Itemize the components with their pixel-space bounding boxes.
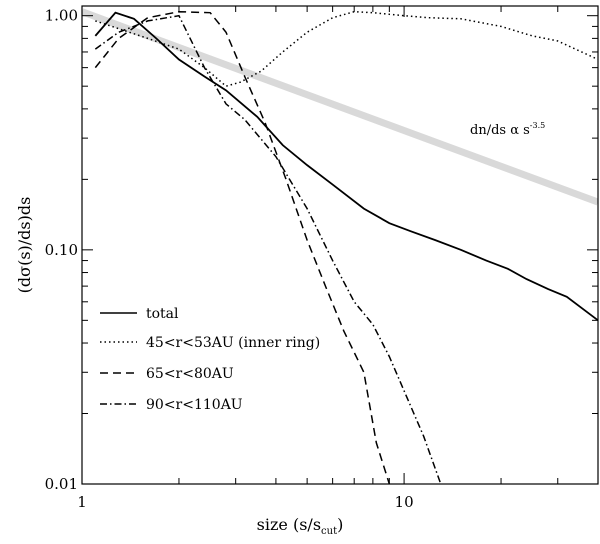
series-line-0 xyxy=(94,11,598,322)
y-tick-label: 0.10 xyxy=(45,241,78,259)
legend-label-65-80: 65<r<80AU xyxy=(146,366,234,382)
y-axis-title: (dσ(s)/ds)ds xyxy=(15,197,34,294)
x-tick-label: 10 xyxy=(395,493,414,511)
series-line-2 xyxy=(94,10,391,484)
y-tick-label: 1.00 xyxy=(45,7,78,25)
curves-layer xyxy=(82,8,598,484)
ticks-layer: 1 10 0.01 0.10 1.00 xyxy=(45,6,599,511)
legend-label-inner-ring: 45<r<53AU (inner ring) xyxy=(146,335,320,351)
x-axis-title: size (s/scut) xyxy=(257,515,344,537)
x-tick-label: 1 xyxy=(77,493,87,511)
legend-label-total: total xyxy=(146,306,179,322)
reference-line xyxy=(82,8,598,206)
y-tick-label: 0.01 xyxy=(45,475,78,493)
legend: total 45<r<53AU (inner ring) 65<r<80AU 9… xyxy=(100,306,320,413)
legend-label-90-110: 90<r<110AU xyxy=(146,397,243,413)
series-line-1 xyxy=(95,10,598,88)
series-line-3 xyxy=(94,14,442,484)
reference-line-label: dn/ds α s-3.5 xyxy=(470,121,545,138)
plot-frame xyxy=(81,5,599,485)
